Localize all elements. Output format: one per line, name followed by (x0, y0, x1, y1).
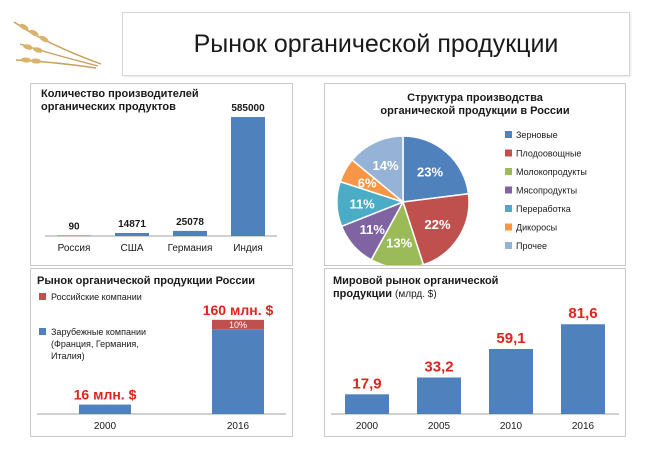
title-box: Рынок органической продукции (122, 12, 630, 76)
page-title: Рынок органической продукции (193, 30, 559, 58)
legend-label-russian: Российские компании (51, 292, 142, 302)
world-market-chart: 17,9 2000 33,2 2005 59,1 2010 81,6 2016 (331, 305, 619, 432)
bar-3 (231, 117, 265, 236)
pie-label-1: 22% (425, 217, 451, 232)
structure-chart-title: Структура производства органической прод… (380, 92, 570, 117)
x-tick-0: 2000 (356, 421, 379, 432)
russia-market-panel: Рынок органической продукции России 16 м… (30, 268, 293, 437)
data-label-2: 59,1 (496, 330, 525, 347)
legend-swatch-foreign (39, 328, 46, 335)
producers-chart-panel: Количество производителей органических п… (30, 83, 293, 266)
x-tick-3: 2016 (572, 421, 595, 432)
pie-label-4: 11% (349, 196, 375, 211)
bar-russian-1 (212, 319, 264, 330)
legend-label-0: Зерновые (516, 130, 558, 140)
legend-swatch-russian (39, 293, 46, 300)
data-label-1: 14871 (118, 219, 146, 230)
legend-swatch-0 (505, 131, 512, 138)
bar-0 (57, 235, 91, 236)
total-label-0: 16 млн. $ (74, 387, 137, 403)
legend-swatch-3 (505, 186, 512, 194)
legend-label-4: Переработка (516, 204, 571, 214)
total-label-1: 160 млн. $ (203, 302, 274, 318)
bar-2 (173, 230, 207, 236)
x-tick-1: США (120, 243, 143, 254)
wheat-logo (13, 21, 102, 69)
world-market-title: Мировой рынок органической продукции (мл… (333, 275, 533, 301)
x-tick-1: 2005 (428, 421, 451, 432)
pie-label-6: 14% (373, 158, 399, 173)
x-tick-1: 2016 (227, 421, 250, 432)
segment-label-1: 10% (229, 320, 247, 330)
bar-3 (561, 324, 605, 414)
legend-label-foreign: Зарубежные компании (Франция, Германия, Ит… (51, 327, 146, 361)
bar-1 (417, 377, 461, 414)
world-market-title-text: Мировой рынок органической продукции (333, 275, 499, 300)
legend-swatch-6 (505, 242, 512, 249)
legend-swatch-4 (505, 205, 512, 212)
legend-label-3: Мясопродукты (516, 186, 577, 196)
data-label-1: 33,2 (424, 358, 453, 375)
pie-slice-6 (351, 135, 404, 204)
bar-foreign-0 (79, 404, 131, 414)
bar-0 (345, 394, 389, 414)
legend-swatch-2 (505, 168, 512, 175)
russia-market-title: Рынок органической продукции России (37, 275, 255, 287)
structure-chart: 23%22%13%11%11%6%14%ЗерновыеПлодоовощные… (336, 130, 587, 265)
pie-label-5: 6% (358, 175, 377, 190)
x-tick-0: 2000 (94, 421, 117, 432)
world-market-title-unit: (млрд. $) (395, 289, 437, 300)
structure-chart-panel: Структура производства органической прод… (324, 83, 626, 266)
legend-label-5: Дикоросы (516, 223, 557, 233)
russia-market-chart: 16 млн. $ 2000 10% 160 млн. $ 2016 Российские… (37, 292, 286, 432)
data-label-0: 17,9 (352, 375, 381, 392)
legend-label-2: Молокопродукты (516, 167, 587, 177)
world-market-panel: Мировой рынок органической продукции (мл… (324, 268, 626, 437)
bar-foreign-1 (212, 329, 264, 414)
legend-label-6: Прочее (516, 241, 547, 251)
pie-slice-1 (402, 192, 470, 265)
x-tick-2: Германия (168, 243, 213, 254)
producers-chart-title: Количество производителей органических п… (41, 88, 199, 113)
pie-label-2: 13% (386, 236, 412, 251)
legend-swatch-1 (505, 149, 512, 157)
legend-swatch-5 (505, 223, 512, 231)
producers-chart: 90 Россия 14871 США 25078 Германия 585000 Индия (45, 103, 277, 254)
data-label-0: 90 (68, 221, 80, 232)
pie-label-0: 23% (417, 164, 443, 179)
bar-1 (115, 232, 149, 236)
bar-2 (489, 348, 533, 414)
pie-slice-0 (402, 135, 470, 203)
data-label-3: 81,6 (568, 305, 597, 322)
data-label-3: 585000 (231, 103, 265, 114)
legend-label-1: Плодоовощные (516, 149, 581, 159)
data-label-2: 25078 (176, 217, 204, 228)
pie-label-3: 11% (360, 222, 386, 237)
x-tick-3: Индия (233, 243, 263, 254)
x-tick-0: Россия (58, 243, 91, 254)
x-tick-2: 2010 (500, 421, 523, 432)
